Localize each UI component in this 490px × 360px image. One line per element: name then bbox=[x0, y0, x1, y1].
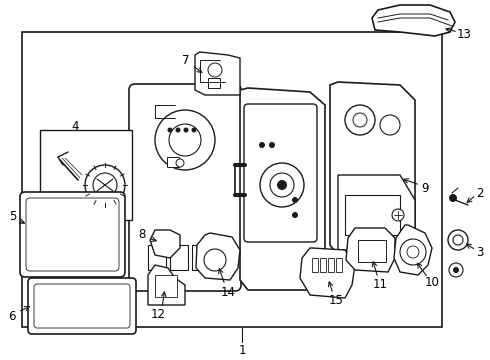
Bar bbox=[336, 258, 342, 272]
Polygon shape bbox=[196, 233, 240, 280]
Polygon shape bbox=[338, 175, 415, 250]
Circle shape bbox=[269, 142, 275, 148]
Polygon shape bbox=[150, 230, 180, 258]
Bar bbox=[312, 258, 318, 272]
Circle shape bbox=[168, 127, 172, 132]
Polygon shape bbox=[346, 228, 395, 272]
Circle shape bbox=[407, 246, 419, 258]
Bar bbox=[192, 245, 210, 270]
Circle shape bbox=[449, 194, 457, 202]
Polygon shape bbox=[240, 88, 325, 290]
Text: 13: 13 bbox=[457, 27, 471, 41]
Text: 5: 5 bbox=[9, 210, 17, 222]
Text: 6: 6 bbox=[8, 310, 16, 323]
Circle shape bbox=[380, 115, 400, 135]
Circle shape bbox=[169, 124, 201, 156]
Text: 1: 1 bbox=[238, 343, 246, 356]
Circle shape bbox=[453, 267, 459, 273]
Circle shape bbox=[400, 239, 426, 265]
Polygon shape bbox=[330, 82, 415, 255]
Circle shape bbox=[260, 163, 304, 207]
Circle shape bbox=[448, 230, 468, 250]
Text: 9: 9 bbox=[421, 181, 429, 194]
Text: 10: 10 bbox=[424, 276, 440, 289]
Circle shape bbox=[259, 142, 265, 148]
Text: 14: 14 bbox=[220, 285, 236, 298]
Text: 15: 15 bbox=[329, 293, 343, 306]
Bar bbox=[328, 258, 334, 272]
Text: 3: 3 bbox=[476, 247, 484, 260]
Bar bbox=[155, 275, 177, 297]
Circle shape bbox=[392, 209, 404, 221]
Bar bbox=[345, 195, 400, 235]
Circle shape bbox=[204, 249, 226, 271]
Circle shape bbox=[176, 159, 184, 167]
FancyBboxPatch shape bbox=[28, 278, 136, 334]
Bar bbox=[358, 240, 386, 262]
Circle shape bbox=[175, 127, 180, 132]
Polygon shape bbox=[300, 248, 355, 298]
Circle shape bbox=[453, 235, 463, 245]
Circle shape bbox=[93, 173, 117, 197]
Bar bbox=[22, 32, 442, 327]
Polygon shape bbox=[372, 5, 455, 36]
FancyBboxPatch shape bbox=[244, 104, 317, 242]
Text: 2: 2 bbox=[476, 186, 484, 199]
Text: 11: 11 bbox=[372, 278, 388, 291]
Polygon shape bbox=[148, 265, 185, 305]
Text: 8: 8 bbox=[138, 228, 146, 240]
Circle shape bbox=[277, 180, 287, 190]
FancyBboxPatch shape bbox=[26, 198, 119, 271]
Circle shape bbox=[85, 165, 125, 205]
Circle shape bbox=[292, 197, 298, 203]
Circle shape bbox=[208, 63, 222, 77]
Circle shape bbox=[353, 113, 367, 127]
FancyBboxPatch shape bbox=[34, 284, 130, 328]
Circle shape bbox=[449, 263, 463, 277]
Circle shape bbox=[155, 110, 215, 170]
Text: 12: 12 bbox=[150, 309, 166, 321]
Polygon shape bbox=[195, 52, 240, 95]
Bar bbox=[320, 258, 326, 272]
Bar bbox=[208, 78, 220, 88]
Bar bbox=[148, 245, 166, 270]
Circle shape bbox=[292, 212, 298, 218]
Bar bbox=[40, 130, 132, 220]
Polygon shape bbox=[394, 225, 432, 275]
Circle shape bbox=[183, 127, 189, 132]
Text: 4: 4 bbox=[71, 120, 79, 132]
FancyBboxPatch shape bbox=[129, 84, 241, 291]
Text: 7: 7 bbox=[182, 54, 190, 67]
Bar bbox=[170, 245, 188, 270]
Bar bbox=[167, 157, 179, 167]
FancyBboxPatch shape bbox=[20, 192, 125, 277]
Circle shape bbox=[270, 173, 294, 197]
Circle shape bbox=[345, 105, 375, 135]
Circle shape bbox=[192, 127, 196, 132]
